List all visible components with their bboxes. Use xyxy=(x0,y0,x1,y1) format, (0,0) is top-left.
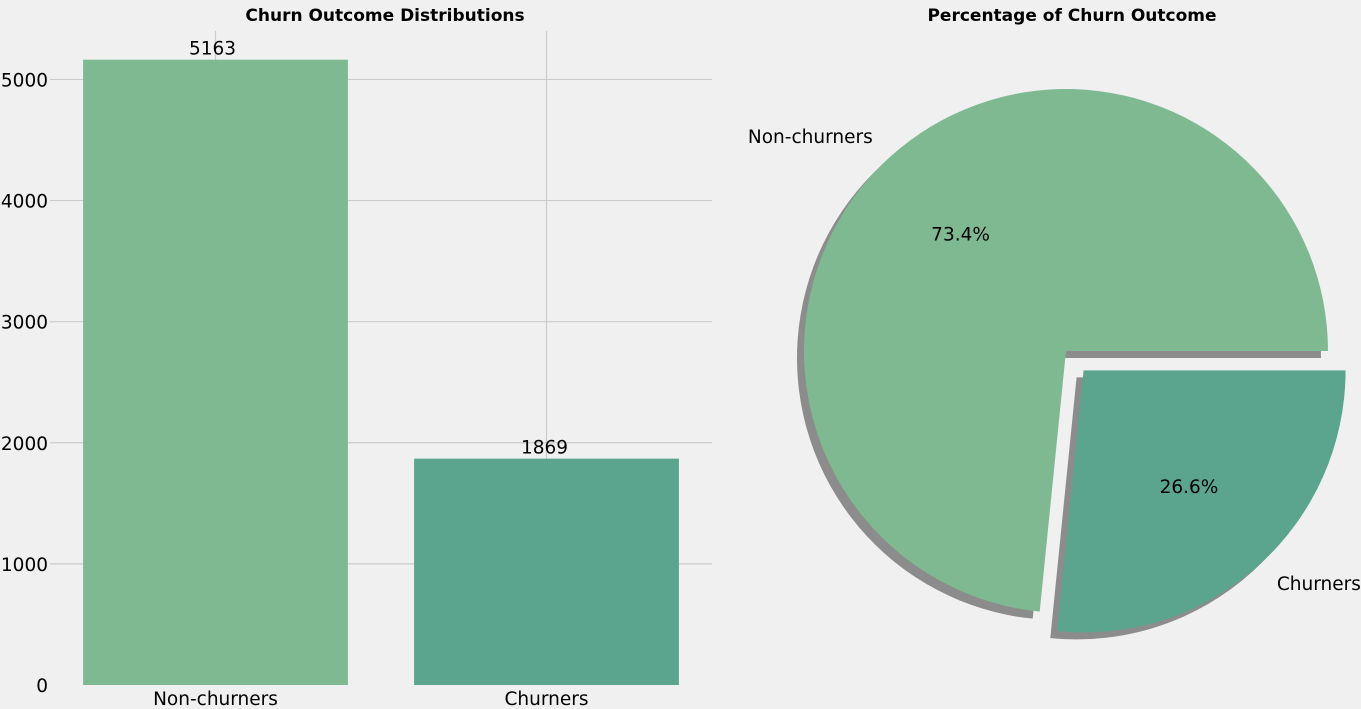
bar-value-label: 1869 xyxy=(521,438,568,459)
pie-category-label: Non-churners xyxy=(748,127,873,148)
bar-chart: Churn Outcome Distributions 5163 1869 0 10… xyxy=(1,6,712,709)
bar-data-labels: 5163 1869 xyxy=(189,39,568,459)
y-tick-label: 0 xyxy=(36,676,48,697)
pie-chart: Percentage of Churn Outcome Non-churners… xyxy=(748,6,1361,640)
pie-slice-churners xyxy=(1057,370,1346,633)
y-tick-label: 1000 xyxy=(1,555,48,576)
pie-labels: Non-churners 73.4% Churners 26.6% xyxy=(748,127,1361,595)
y-tick-label: 3000 xyxy=(1,313,48,334)
y-tick-label: 2000 xyxy=(1,434,48,455)
y-tick-label: 5000 xyxy=(1,70,48,91)
pie-slices xyxy=(803,89,1346,633)
bar-series xyxy=(83,59,679,686)
bar-chart-title: Churn Outcome Distributions xyxy=(245,6,524,26)
bar-value-label: 5163 xyxy=(189,39,236,60)
x-axis-ticks: Non-churners Churners xyxy=(153,689,588,709)
pie-percent-label: 73.4% xyxy=(931,224,990,245)
x-tick-label: Churners xyxy=(505,689,589,709)
x-tick-label: Non-churners xyxy=(153,689,278,709)
pie-slice-non-churners xyxy=(803,89,1328,612)
bar-churners xyxy=(414,458,679,685)
bar-non-churners xyxy=(83,59,348,686)
y-axis-ticks: 0 1000 2000 3000 4000 5000 xyxy=(1,70,48,697)
pie-percent-label: 26.6% xyxy=(1160,477,1219,498)
pie-chart-title: Percentage of Churn Outcome xyxy=(927,6,1216,26)
y-tick-label: 4000 xyxy=(1,192,48,213)
pie-category-label: Churners xyxy=(1277,574,1361,595)
